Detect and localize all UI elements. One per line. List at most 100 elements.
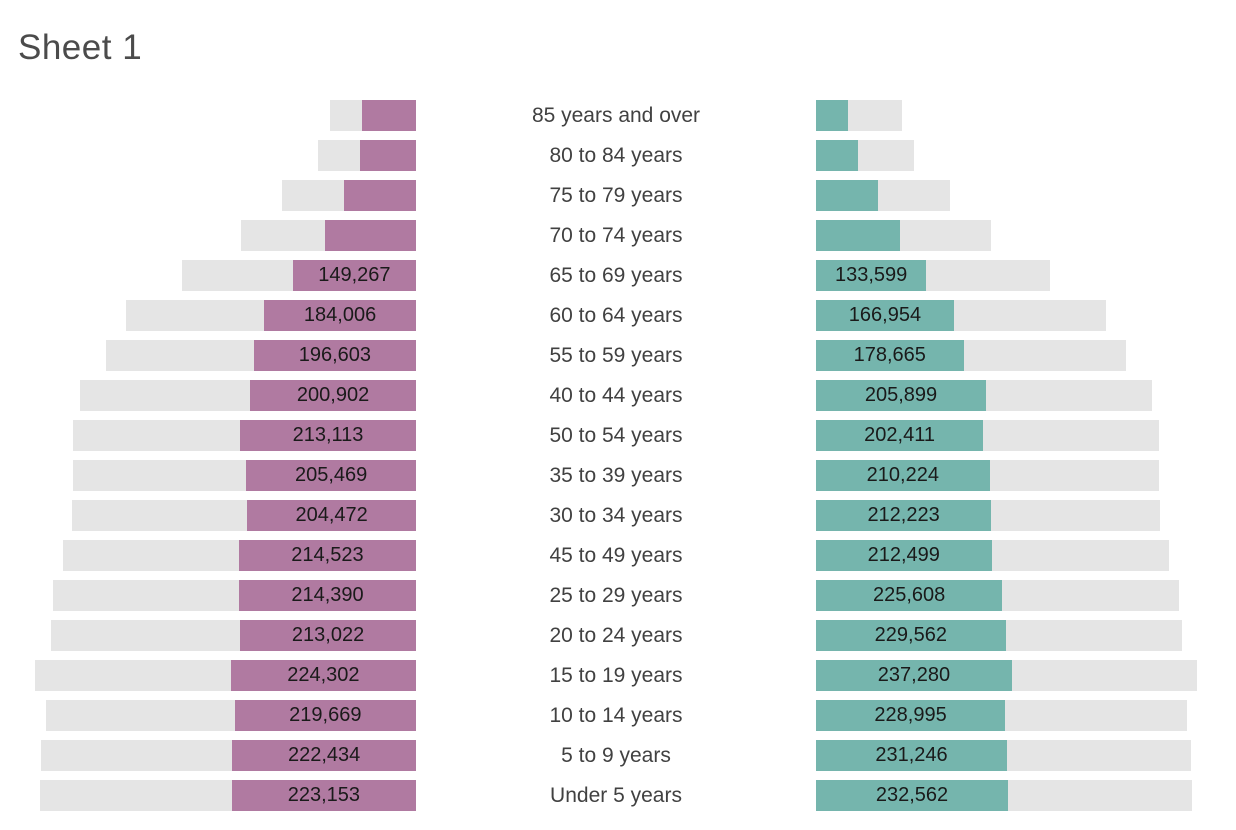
right-series-cell: 237,280 <box>816 659 1236 691</box>
right-bar[interactable] <box>816 139 858 171</box>
age-label: 75 to 79 years <box>549 183 683 207</box>
right-series-cell: 212,223 <box>816 499 1236 531</box>
right-bar[interactable]: 232,562 <box>816 779 1008 811</box>
left-series-cell: 149,267 <box>0 259 416 291</box>
age-row: 204,472 30 to 34 years 212,223 <box>0 495 1236 535</box>
right-bar[interactable]: 231,246 <box>816 739 1007 771</box>
right-bar[interactable]: 210,224 <box>816 459 990 491</box>
right-series-cell <box>816 219 1236 251</box>
left-bar[interactable]: 214,390 <box>239 579 416 611</box>
left-series-cell: 223,153 <box>0 779 416 811</box>
age-label-cell: 60 to 64 years <box>416 300 816 331</box>
left-series-cell: 213,022 <box>0 619 416 651</box>
right-bar[interactable]: 205,899 <box>816 379 986 411</box>
right-bar[interactable] <box>816 99 848 131</box>
right-bar-label: 231,246 <box>875 744 948 766</box>
left-bar[interactable] <box>360 139 416 171</box>
age-row: 80 to 84 years <box>0 135 1236 175</box>
age-label-cell: 25 to 29 years <box>416 580 816 611</box>
age-label: 30 to 34 years <box>549 503 683 527</box>
right-series-cell: 178,665 <box>816 339 1236 371</box>
age-label-cell: 40 to 44 years <box>416 380 816 411</box>
left-bar[interactable]: 213,022 <box>240 619 416 651</box>
left-bar[interactable]: 223,153 <box>231 779 416 811</box>
left-bar[interactable]: 205,469 <box>246 459 416 491</box>
right-bar[interactable]: 228,995 <box>816 699 1006 731</box>
left-bar-label: 213,022 <box>291 624 365 646</box>
right-series-cell: 232,562 <box>816 779 1236 811</box>
age-label-cell: 65 to 69 years <box>416 260 816 291</box>
right-series-cell: 210,224 <box>816 459 1236 491</box>
left-bar[interactable]: 219,669 <box>234 699 416 731</box>
age-row: 213,022 20 to 24 years 229,562 <box>0 615 1236 655</box>
right-bar[interactable]: 212,223 <box>816 499 992 531</box>
right-bar[interactable] <box>816 179 878 211</box>
left-bar[interactable]: 222,434 <box>232 739 416 771</box>
age-label: 60 to 64 years <box>549 303 683 327</box>
right-bar-label: 178,665 <box>853 344 926 366</box>
left-series-cell <box>0 99 416 131</box>
right-series-cell <box>816 179 1236 211</box>
left-series-cell: 204,472 <box>0 499 416 531</box>
right-bar[interactable]: 212,499 <box>816 539 992 571</box>
left-series-cell: 224,302 <box>0 659 416 691</box>
left-series-cell <box>0 179 416 211</box>
right-series-cell <box>816 99 1236 131</box>
left-bar-label: 219,669 <box>289 704 362 726</box>
right-bar[interactable]: 237,280 <box>816 659 1012 691</box>
age-label: 35 to 39 years <box>549 463 683 487</box>
age-row: 205,469 35 to 39 years 210,224 <box>0 455 1236 495</box>
age-row: 214,390 25 to 29 years 225,608 <box>0 575 1236 615</box>
right-bar[interactable] <box>816 219 900 251</box>
left-bar[interactable]: 224,302 <box>230 659 416 691</box>
right-bar-label: 166,954 <box>848 304 922 326</box>
right-bar-label: 225,608 <box>873 584 946 606</box>
left-bar[interactable]: 196,603 <box>253 339 416 371</box>
left-bar[interactable] <box>325 219 416 251</box>
left-bar-label: 222,434 <box>288 744 361 766</box>
right-bar-label: 212,223 <box>867 504 940 526</box>
left-bar[interactable] <box>344 179 416 211</box>
right-series-cell: 228,995 <box>816 699 1236 731</box>
left-series-cell: 205,469 <box>0 459 416 491</box>
age-label-cell: 10 to 14 years <box>416 700 816 731</box>
left-series-cell: 196,603 <box>0 339 416 371</box>
right-bar[interactable]: 166,954 <box>816 299 954 331</box>
right-bar-label: 229,562 <box>874 624 947 646</box>
left-series-cell: 214,390 <box>0 579 416 611</box>
age-label-cell: 55 to 59 years <box>416 340 816 371</box>
left-bar[interactable]: 204,472 <box>247 499 416 531</box>
age-label-cell: 80 to 84 years <box>416 140 816 171</box>
left-series-cell <box>0 219 416 251</box>
left-bar[interactable]: 200,902 <box>250 379 416 411</box>
age-label: 45 to 49 years <box>549 543 683 567</box>
right-series-cell: 133,599 <box>816 259 1236 291</box>
age-label: 65 to 69 years <box>549 263 683 287</box>
right-bar[interactable]: 229,562 <box>816 619 1006 651</box>
left-series-cell <box>0 139 416 171</box>
left-bar[interactable]: 214,523 <box>238 539 416 571</box>
right-bar[interactable]: 178,665 <box>816 339 964 371</box>
right-bar[interactable]: 202,411 <box>816 419 984 451</box>
left-series-cell: 213,113 <box>0 419 416 451</box>
right-series-cell: 231,246 <box>816 739 1236 771</box>
age-label-cell: 35 to 39 years <box>416 460 816 491</box>
left-bar[interactable]: 213,113 <box>240 419 416 451</box>
age-row: 196,603 55 to 59 years 178,665 <box>0 335 1236 375</box>
age-row: 214,523 45 to 49 years 212,499 <box>0 535 1236 575</box>
left-bar[interactable] <box>362 99 416 131</box>
right-bar-label: 210,224 <box>866 464 939 486</box>
right-bar-label: 205,899 <box>864 384 938 406</box>
right-bar[interactable]: 133,599 <box>816 259 927 291</box>
age-label: 5 to 9 years <box>561 743 671 767</box>
left-bar[interactable]: 149,267 <box>292 259 416 291</box>
right-series-cell: 229,562 <box>816 619 1236 651</box>
age-label: 10 to 14 years <box>549 703 683 727</box>
right-bar-label: 228,995 <box>874 704 947 726</box>
right-bar[interactable]: 225,608 <box>816 579 1003 611</box>
age-label-cell: 30 to 34 years <box>416 500 816 531</box>
left-bar[interactable]: 184,006 <box>264 299 416 331</box>
age-label-cell: 85 years and over <box>416 100 816 131</box>
page-title: Sheet 1 <box>18 28 143 67</box>
left-series-cell: 222,434 <box>0 739 416 771</box>
